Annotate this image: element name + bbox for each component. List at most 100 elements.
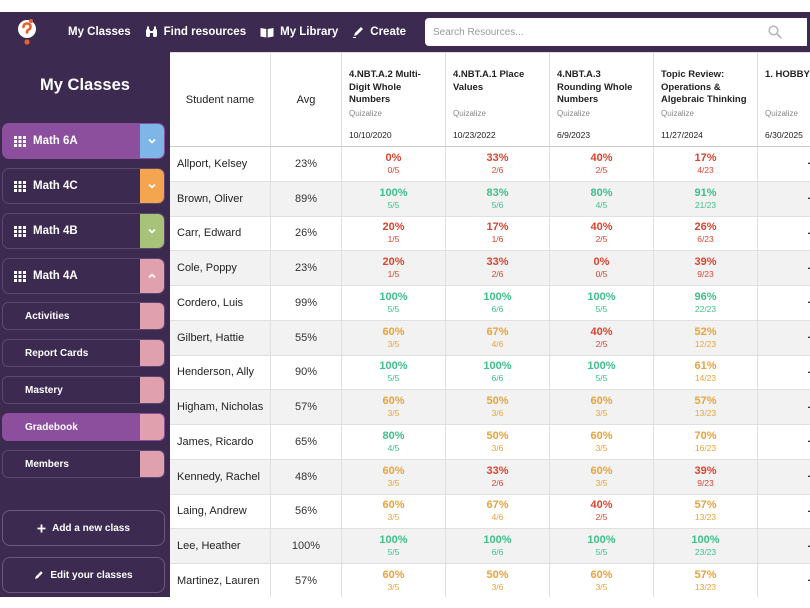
class-color-tab[interactable] xyxy=(140,169,164,203)
student-name[interactable]: Lee, Heather xyxy=(170,529,271,563)
class-item-math-4c[interactable]: Math 4C xyxy=(2,168,165,204)
score-cell[interactable]: 100% 6/6 xyxy=(446,355,550,390)
score-cell[interactable]: 60% 3/5 xyxy=(550,459,654,494)
score-cell[interactable]: - xyxy=(758,217,810,251)
score-cell[interactable]: 70% 16/23 xyxy=(654,425,758,459)
assignment-header[interactable]: 4.NBT.A.1 Place Values Quizalize 10/23/202… xyxy=(446,53,550,147)
score-cell[interactable]: - xyxy=(758,460,810,494)
score-cell[interactable]: 57% 13/23 xyxy=(654,564,758,597)
class-item-math-6a[interactable]: Math 6A xyxy=(2,123,165,159)
assignment-header[interactable]: 4.NBT.A.2 Multi-Digit Whole Numbers Quiza… xyxy=(342,53,446,147)
score-cell[interactable]: 61% 14/23 xyxy=(654,355,758,390)
score-cell[interactable]: 80% 4/5 xyxy=(550,181,654,216)
nav-find-resources[interactable]: Find resources xyxy=(145,26,246,38)
score-cell[interactable]: 60% 3/5 xyxy=(342,390,446,424)
score-cell[interactable]: 100% 5/5 xyxy=(550,355,654,390)
sidebar-item-mastery[interactable]: Mastery xyxy=(2,376,165,404)
assignment-header[interactable]: Topic Review: Operations & Algebraic Thi… xyxy=(654,53,758,147)
score-cell[interactable]: 60% 3/5 xyxy=(550,390,654,424)
sidebar-item-activities[interactable]: Activities xyxy=(2,302,165,330)
score-cell[interactable]: - xyxy=(758,529,810,563)
score-cell[interactable]: 57% 13/23 xyxy=(654,494,758,529)
score-cell[interactable]: 50% 3/6 xyxy=(446,425,550,459)
score-cell[interactable]: 67% 4/6 xyxy=(446,494,550,529)
score-cell[interactable]: 52% 12/23 xyxy=(654,320,758,355)
score-cell[interactable]: 83% 5/6 xyxy=(446,181,550,216)
sidebar-item-members[interactable]: Members xyxy=(2,450,165,478)
search-icon[interactable] xyxy=(768,25,782,39)
nav-create[interactable]: Create xyxy=(352,26,406,38)
score-cell[interactable]: 39% 9/23 xyxy=(654,251,758,285)
class-item-math-4a[interactable]: Math 4A xyxy=(2,258,165,294)
student-name[interactable]: Martinez, Lauren xyxy=(170,564,271,597)
score-cell[interactable]: - xyxy=(758,182,810,216)
edit-classes-button[interactable]: Edit your classes xyxy=(2,557,165,593)
score-cell[interactable]: - xyxy=(758,251,810,285)
score-cell[interactable]: - xyxy=(758,147,810,181)
quizalize-logo-icon[interactable] xyxy=(0,12,54,52)
score-cell[interactable]: 60% 3/5 xyxy=(550,564,654,597)
score-cell[interactable]: 33% 2/6 xyxy=(446,459,550,494)
score-cell[interactable]: 91% 21/23 xyxy=(654,181,758,216)
score-cell[interactable]: 39% 9/23 xyxy=(654,459,758,494)
score-cell[interactable]: 60% 3/5 xyxy=(342,459,446,494)
sidebar-item-gradebook[interactable]: Gradebook xyxy=(2,413,165,441)
score-cell[interactable]: 0% 0/5 xyxy=(550,251,654,285)
assignment-header[interactable]: 4.NBT.A.3 Rounding Whole Numbers Quizaliz… xyxy=(550,53,654,147)
score-cell[interactable]: - xyxy=(758,321,810,355)
score-cell[interactable]: 57% 13/23 xyxy=(654,390,758,424)
student-name[interactable]: Laing, Andrew xyxy=(170,494,271,529)
score-cell[interactable]: - xyxy=(758,286,810,320)
score-cell[interactable]: 40% 2/5 xyxy=(550,320,654,355)
score-cell[interactable]: - xyxy=(758,495,810,529)
score-cell[interactable]: 100% 5/5 xyxy=(342,529,446,563)
score-cell[interactable]: 67% 4/6 xyxy=(446,320,550,355)
student-name[interactable]: Cordero, Luis xyxy=(170,286,271,320)
score-cell[interactable]: 26% 6/23 xyxy=(654,216,758,251)
nav-my-classes[interactable]: My Classes xyxy=(68,26,131,38)
score-cell[interactable]: 100% 5/5 xyxy=(550,286,654,320)
score-cell[interactable]: 60% 3/5 xyxy=(342,320,446,355)
score-cell[interactable]: 50% 3/6 xyxy=(446,390,550,424)
score-cell[interactable]: 100% 23/23 xyxy=(654,529,758,563)
student-name[interactable]: Henderson, Ally xyxy=(170,355,271,390)
score-cell[interactable]: 80% 4/5 xyxy=(342,425,446,459)
search-input[interactable] xyxy=(433,26,763,38)
column-header-avg[interactable]: Avg xyxy=(271,53,342,147)
class-color-tab[interactable] xyxy=(140,124,164,158)
student-name[interactable]: Cole, Poppy xyxy=(170,251,271,285)
score-cell[interactable]: 100% 5/5 xyxy=(550,529,654,563)
student-name[interactable]: Allport, Kelsey xyxy=(170,147,271,181)
class-item-math-4b[interactable]: Math 4B xyxy=(2,213,165,249)
score-cell[interactable]: 17% 4/23 xyxy=(654,147,758,181)
class-color-tab[interactable] xyxy=(140,214,164,248)
score-cell[interactable]: 60% 3/5 xyxy=(550,425,654,459)
score-cell[interactable]: 40% 2/5 xyxy=(550,147,654,181)
student-name[interactable]: Brown, Oliver xyxy=(170,181,271,216)
score-cell[interactable]: 100% 6/6 xyxy=(446,286,550,320)
assignment-header[interactable]: 1. HOBBY TO B Quizalize 6/30/2025 xyxy=(758,53,810,147)
score-cell[interactable]: 100% 5/5 xyxy=(342,355,446,390)
nav-my-library[interactable]: My Library xyxy=(260,26,338,38)
column-header-student-name[interactable]: Student name xyxy=(170,53,271,147)
score-cell[interactable]: 0% 0/5 xyxy=(342,147,446,181)
score-cell[interactable]: 50% 3/6 xyxy=(446,564,550,597)
score-cell[interactable]: - xyxy=(758,390,810,424)
score-cell[interactable]: 96% 22/23 xyxy=(654,286,758,320)
student-name[interactable]: Carr, Edward xyxy=(170,216,271,251)
score-cell[interactable]: 100% 5/5 xyxy=(342,286,446,320)
score-cell[interactable]: 17% 1/6 xyxy=(446,216,550,251)
sidebar-item-report-cards[interactable]: Report Cards xyxy=(2,339,165,367)
add-class-button[interactable]: Add a new class xyxy=(2,510,165,546)
student-name[interactable]: Gilbert, Hattie xyxy=(170,320,271,355)
score-cell[interactable]: 20% 1/5 xyxy=(342,216,446,251)
student-name[interactable]: Higham, Nicholas xyxy=(170,390,271,424)
score-cell[interactable]: 100% 5/5 xyxy=(342,181,446,216)
student-name[interactable]: Kennedy, Rachel xyxy=(170,459,271,494)
score-cell[interactable]: 40% 2/5 xyxy=(550,216,654,251)
score-cell[interactable]: 20% 1/5 xyxy=(342,251,446,285)
score-cell[interactable]: 40% 2/5 xyxy=(550,494,654,529)
student-name[interactable]: James, Ricardo xyxy=(170,425,271,459)
score-cell[interactable]: - xyxy=(758,425,810,459)
class-color-tab[interactable] xyxy=(140,259,164,293)
